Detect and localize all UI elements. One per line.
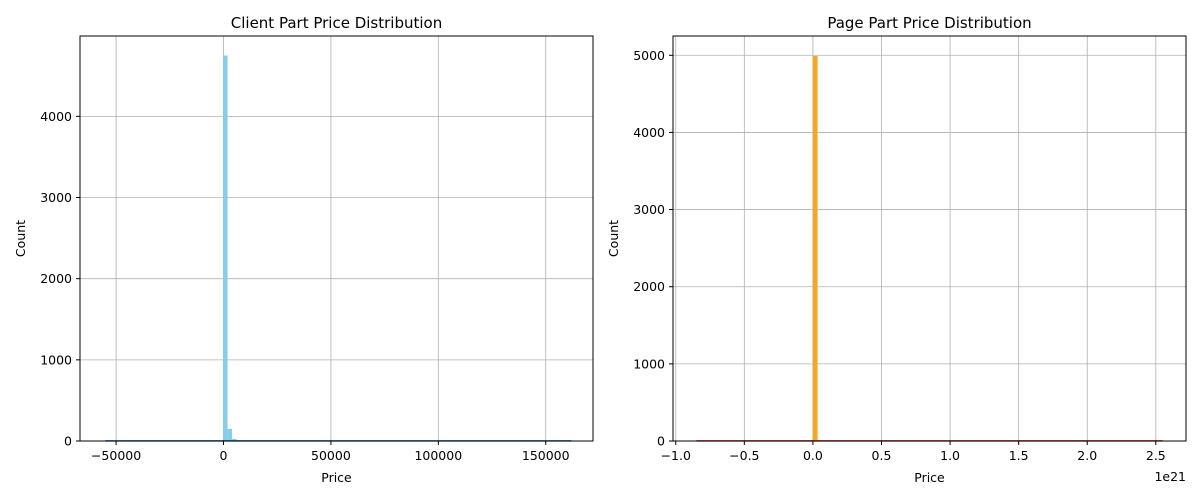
x-tick-label: 0 (220, 448, 228, 463)
client-price-histogram: −50000 0 50000 100000 150000 0 1000 2000 3000 40… (13, 14, 594, 485)
y-tick-label: 2000 (633, 279, 665, 294)
chart-title: Page Part Price Distribution (827, 14, 1031, 32)
chart-title: Client Part Price Distribution (231, 14, 442, 32)
y-tick-label: 2000 (40, 271, 72, 286)
y-tick-label: 1000 (633, 356, 665, 371)
x-tick-label: −50000 (91, 448, 141, 463)
x-tick-label: 2.0 (1077, 448, 1097, 463)
y-tick-label: 0 (64, 434, 72, 449)
y-tick-label: 0 (657, 434, 665, 449)
x-tick-label: 0.0 (803, 448, 823, 463)
x-axis-offset-label: 1e21 (1154, 469, 1186, 484)
x-tick-label: 100000 (414, 448, 462, 463)
histogram-bar (812, 56, 818, 442)
x-axis-label: Price (321, 470, 352, 485)
y-tick-label: 4000 (40, 109, 72, 124)
x-tick-label: 1.5 (1009, 448, 1029, 463)
histogram-bar (232, 438, 237, 441)
x-tick-label: 50000 (311, 448, 351, 463)
x-tick-label: 2.5 (1146, 448, 1166, 463)
x-tick-label: −0.5 (729, 448, 759, 463)
histogram-bar (223, 55, 228, 442)
y-tick-label: 1000 (40, 352, 72, 367)
x-tick-label: 1.0 (940, 448, 960, 463)
y-axis-label: Count (606, 220, 621, 257)
plot-frame (672, 35, 1187, 442)
y-axis-label: Count (13, 220, 28, 257)
y-tick-label: 3000 (40, 190, 72, 205)
plot-frame (79, 35, 594, 442)
page-price-histogram: −1.0 −0.5 0.0 0.5 1.0 1.5 2.0 2.5 0 1000 2000 3000… (606, 14, 1187, 485)
x-tick-label: 0.5 (872, 448, 892, 463)
histogram-bar (227, 428, 233, 441)
y-tick-label: 4000 (633, 125, 665, 140)
x-tick-label: 150000 (522, 448, 570, 463)
x-axis-label: Price (914, 470, 945, 485)
x-tick-label: −1.0 (661, 448, 691, 463)
y-tick-label: 3000 (633, 202, 665, 217)
y-tick-label: 5000 (633, 48, 665, 63)
